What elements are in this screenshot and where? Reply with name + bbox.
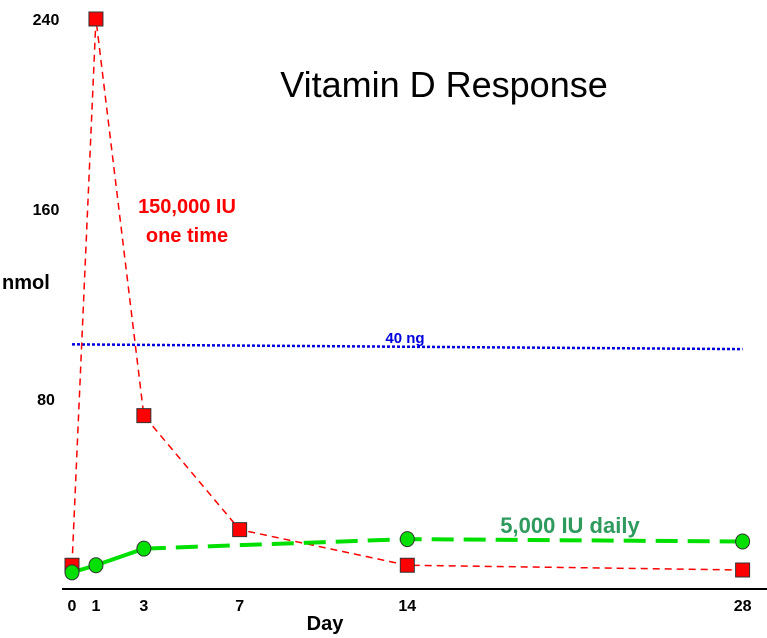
x-tick-label: 3 xyxy=(139,598,148,615)
x-tick-label: 7 xyxy=(235,598,244,615)
data-point-green xyxy=(64,564,80,581)
y-tick-label: 240 xyxy=(33,12,60,29)
data-point-green xyxy=(399,531,415,548)
data-point-red xyxy=(88,11,104,27)
data-point-red xyxy=(136,408,152,424)
series-line-green-dashed xyxy=(143,537,743,551)
y-tick-label: 80 xyxy=(37,392,55,409)
y-axis-label: nmol xyxy=(2,272,50,294)
y-tick-label: 160 xyxy=(33,202,60,219)
data-point-red xyxy=(399,557,415,573)
x-tick-label: 0 xyxy=(68,598,77,615)
data-point-red xyxy=(232,522,248,538)
series-label-red-line1: 150,000 IU xyxy=(138,196,236,218)
x-tick-label: 14 xyxy=(398,598,416,615)
series-label-red-line2: one time xyxy=(146,225,228,247)
chart-title: Vitamin D Response xyxy=(280,64,608,105)
series-line-green-solid xyxy=(71,546,145,575)
reference-line xyxy=(71,343,743,351)
x-axis-label: Day xyxy=(307,613,345,635)
data-point-red xyxy=(735,562,751,578)
series-line-red xyxy=(71,18,743,571)
reference-line-label: 40 ng xyxy=(385,330,424,347)
x-tick-label: 28 xyxy=(734,598,752,615)
series-label-green: 5,000 IU daily xyxy=(500,513,640,538)
data-point-green xyxy=(88,557,104,574)
x-tick-label: 1 xyxy=(91,598,100,615)
data-point-green xyxy=(735,533,751,550)
data-point-green xyxy=(136,540,152,557)
